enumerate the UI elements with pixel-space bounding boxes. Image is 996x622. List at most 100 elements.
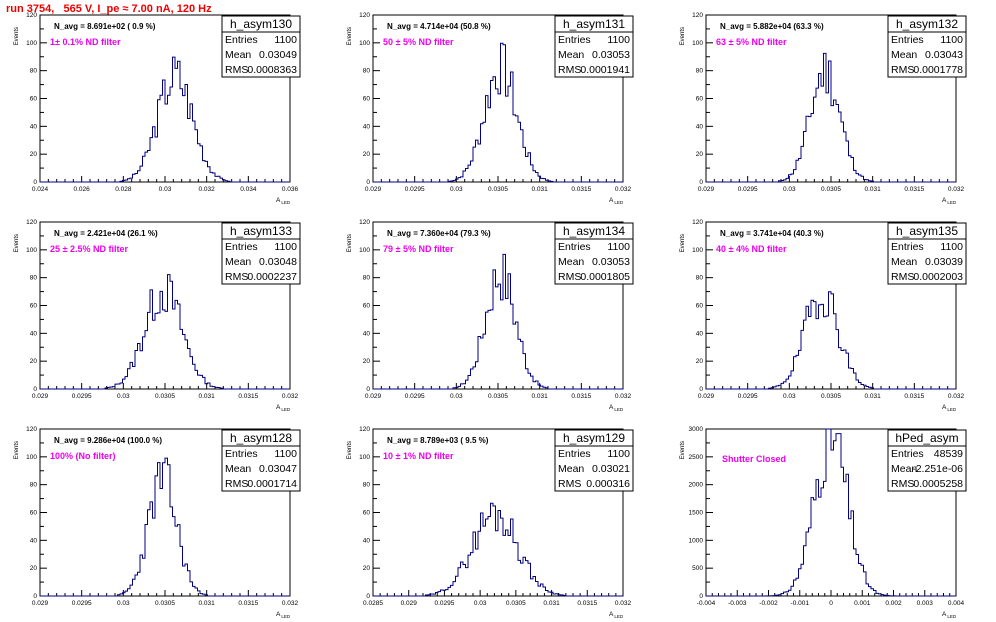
x-tick-label: 0.032: [948, 186, 965, 193]
x-tick-label: 0.029: [698, 393, 715, 400]
x-tick-label: 0.031: [199, 393, 216, 400]
n-avg-label: N_avg = 3.741e+04 (40.3 %): [720, 229, 824, 238]
y-tick-label: 3000: [689, 426, 704, 433]
x-axis-title: ALED: [609, 404, 624, 412]
y-tick-label: 100: [359, 40, 370, 47]
x-axis-title: ALED: [942, 611, 957, 619]
x-axis-title: ALED: [276, 404, 291, 412]
stats-box: [887, 238, 967, 285]
x-tick-label: 0.0315: [577, 600, 597, 607]
y-tick-label: 100: [26, 454, 37, 461]
x-axis-title: ALED: [276, 197, 291, 205]
x-tick-label: 0.03: [450, 393, 463, 400]
y-tick-label: 80: [30, 275, 38, 282]
x-tick-label: 0.0315: [904, 393, 924, 400]
x-tick-label: 0.0315: [571, 393, 591, 400]
y-tick-label: 500: [692, 565, 703, 572]
stat-label-mean: Mean: [225, 49, 251, 61]
y-tick-label: 120: [359, 426, 370, 433]
stat-value-mean: 0.03053: [592, 49, 630, 61]
stat-label-entries: Entries: [225, 448, 258, 460]
stat-value-rms: 0.0001714: [247, 478, 297, 490]
x-tick-label: 0.032: [615, 393, 632, 400]
histogram-series: [373, 253, 623, 390]
stat-label-mean: Mean: [558, 49, 584, 61]
x-tick-label: 0.03: [117, 600, 130, 607]
filter-label: 40 ± 4% ND filter: [716, 244, 787, 254]
histogram-series: [40, 56, 290, 183]
y-axis-title: Events: [347, 27, 353, 45]
histogram-series: [706, 291, 956, 390]
histogram-name: h_asym134: [563, 224, 625, 238]
y-tick-label: 100: [692, 40, 703, 47]
x-tick-label: 0.003: [917, 600, 934, 607]
x-tick-label: 0.031: [543, 600, 560, 607]
filter-label: 79 ± 5% ND filter: [383, 244, 454, 254]
y-tick-label: 40: [363, 330, 371, 337]
histogram-name: h_asym133: [230, 224, 292, 238]
histogram-name: h_asym128: [230, 431, 292, 445]
y-tick-label: 60: [30, 96, 38, 103]
x-tick-label: 0.002: [885, 600, 902, 607]
y-tick-label: 120: [26, 219, 37, 226]
x-tick-label: 0.0305: [155, 600, 175, 607]
x-tick-label: -0.002: [759, 600, 778, 607]
x-tick-label: 0.004: [948, 600, 965, 607]
stat-label-entries: Entries: [558, 34, 591, 46]
histogram-panel-hPed_asym: 0 500 1000 1500 2000 2500 3000 -0.004 -0.003 -0.0…: [680, 426, 967, 619]
y-tick-label: 1500: [689, 510, 704, 517]
stat-label-rms: RMS: [558, 64, 581, 76]
n-avg-label: N_avg = 4.714e+04 (50.8 %): [387, 22, 491, 31]
y-tick-label: 40: [30, 537, 38, 544]
histogram-name: h_asym131: [563, 17, 625, 31]
y-tick-label: 40: [696, 330, 704, 337]
y-tick-label: 20: [363, 151, 371, 158]
stat-value-mean: 0.03048: [259, 256, 297, 268]
y-tick-label: 20: [30, 358, 38, 365]
x-tick-label: 0.0305: [488, 186, 508, 193]
x-tick-label: 0.0285: [363, 600, 383, 607]
stat-value-entries: 1100: [607, 448, 630, 460]
stat-label-entries: Entries: [558, 448, 591, 460]
stat-value-rms: 0.0008363: [247, 64, 297, 76]
histogram-panel-h_asym132: 0 20 40 60 80 100 120 0.029 0.0295 0.03 0.0305 0.03…: [680, 12, 967, 205]
y-tick-label: 100: [359, 247, 370, 254]
x-tick-label: 0.0305: [821, 393, 841, 400]
y-tick-label: 40: [696, 123, 704, 130]
histogram-name: h_asym132: [896, 17, 958, 31]
y-axis-title: Events: [14, 441, 20, 459]
n-avg-label: N_avg = 2.421e+04 (26.1 %): [54, 229, 158, 238]
y-tick-label: 80: [30, 482, 38, 489]
y-tick-label: 120: [26, 12, 37, 19]
histogram-series: [706, 52, 956, 183]
y-tick-label: 60: [363, 303, 371, 310]
stat-label-mean: Mean: [225, 256, 251, 268]
x-tick-label: 0.0315: [904, 186, 924, 193]
stat-value-entries: 1100: [607, 34, 630, 46]
x-tick-label: 0.0295: [738, 186, 758, 193]
filter-label: 100% (No filter): [50, 451, 116, 461]
x-tick-label: 0.0295: [738, 393, 758, 400]
y-tick-label: 100: [359, 454, 370, 461]
y-tick-label: 120: [359, 219, 370, 226]
stat-label-mean: Mean: [558, 256, 584, 268]
x-axis-title: ALED: [942, 197, 957, 205]
histogram-series: [40, 274, 290, 390]
x-tick-label: 0.0295: [405, 186, 425, 193]
stat-value-rms: 0.0001805: [580, 271, 630, 283]
x-tick-label: 0.031: [865, 393, 882, 400]
x-tick-label: 0.0295: [405, 393, 425, 400]
y-tick-label: 20: [696, 358, 704, 365]
y-tick-label: 0: [33, 386, 37, 393]
x-tick-label: 0.031: [199, 600, 216, 607]
stat-value-mean: 0.03053: [592, 256, 630, 268]
stat-label-mean: Mean: [891, 49, 917, 61]
x-tick-label: 0.03: [159, 186, 172, 193]
stats-box: [221, 445, 301, 492]
stat-label-entries: Entries: [891, 34, 924, 46]
filter-label: 50 ± 5% ND filter: [383, 37, 454, 47]
stat-value-mean: 0.03039: [925, 256, 963, 268]
y-tick-label: 20: [30, 565, 38, 572]
x-tick-label: 0.032: [199, 186, 216, 193]
y-tick-label: 2000: [689, 482, 704, 489]
